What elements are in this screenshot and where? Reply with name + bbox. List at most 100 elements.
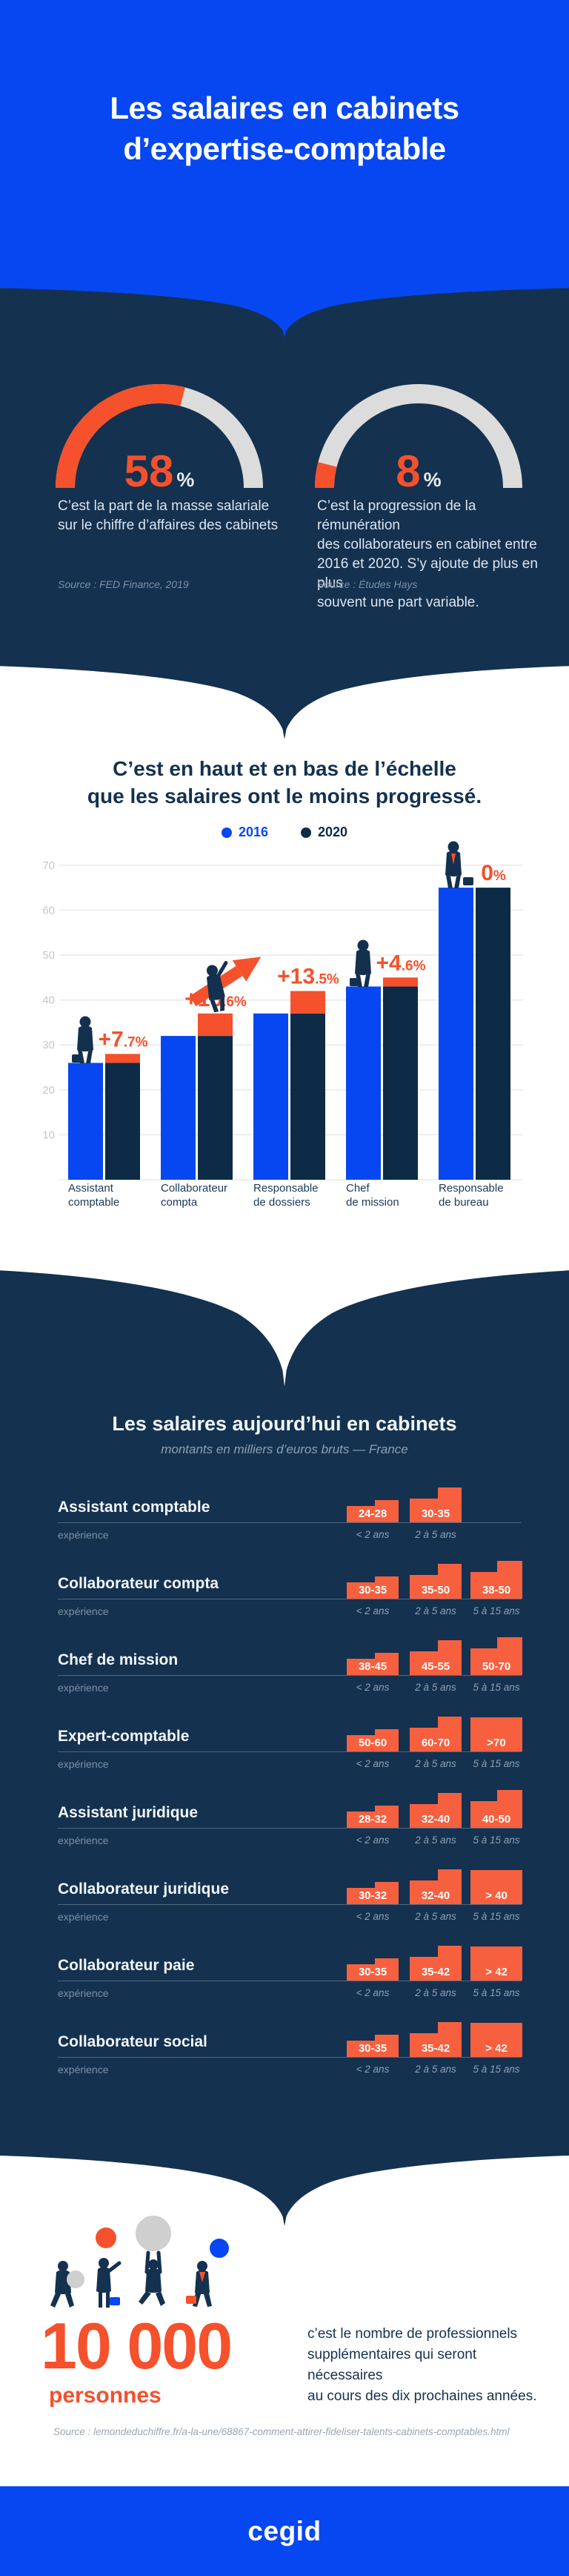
job-title: Collaborateur social	[58, 2033, 207, 2050]
experience-bracket-label: 2 à 5 ans	[415, 1758, 456, 1769]
legend-dot-2016	[221, 827, 232, 838]
salary-range-value: 35-42	[421, 1966, 450, 1978]
badge-step	[438, 1869, 462, 1880]
badge-step	[375, 1576, 399, 1582]
orange-tie	[199, 2272, 205, 2282]
experience-bracket-label: < 2 ans	[356, 1834, 390, 1846]
salary-range-badge: 32-40	[410, 1793, 462, 1828]
experience-bracket-label: 2 à 5 ans	[415, 1682, 456, 1693]
experience-bracket-label: 5 à 15 ans	[473, 1911, 520, 1922]
experience-bracket-label: 5 à 15 ans	[473, 1834, 520, 1846]
growth-label: +4.6%	[376, 951, 426, 975]
x-category-label: Chef de mission	[346, 1182, 399, 1209]
experience-bracket-label: 2 à 5 ans	[415, 1605, 456, 1616]
salary-range-badge: 30-35	[347, 2035, 399, 2057]
salary-range-value: 30-35	[421, 1507, 450, 1520]
y-tick-label: 70	[42, 859, 55, 872]
experience-bracket-label: 2 à 5 ans	[415, 1834, 456, 1846]
experience-bracket-label: 2 à 5 ans	[415, 1911, 456, 1922]
bar-2020-growth-cap	[383, 977, 418, 987]
source-note: Source : lemondeduchiffre.fr/a-la-une/68…	[53, 2426, 510, 2437]
experience-bracket-label: < 2 ans	[356, 1911, 390, 1922]
experience-bracket-label: 5 à 15 ans	[473, 2064, 520, 2075]
badge-step	[497, 1790, 522, 1801]
salary-range-badge: 30-32	[347, 1882, 399, 1904]
salary-range-value: 32-40	[421, 1889, 450, 1902]
salary-range-value: 30-35	[358, 1584, 387, 1596]
salary-range-value: > 42	[485, 2042, 508, 2055]
section-transition-curve	[0, 285, 569, 337]
job-title: Collaborateur juridique	[58, 1880, 230, 1898]
experience-bracket-label: 5 à 15 ans	[473, 1682, 520, 1693]
salary-table-row: Collaborateur paie expérience 30-35 < 2 ans…	[0, 1945, 569, 2021]
salary-range-value: 32-40	[421, 1813, 450, 1826]
row-divider	[58, 1904, 522, 1905]
salary-range-value: 24-28	[358, 1507, 387, 1520]
big-number: 10 000	[41, 2309, 233, 2382]
gauge-caption: C’est la part de la masse salariale sur …	[58, 498, 279, 533]
bar-2020	[290, 1013, 325, 1180]
salary-table-row: Assistant juridique expérience 28-32 < 2 an…	[0, 1790, 569, 1869]
experience-label: expérience	[58, 1987, 109, 1999]
badge-step	[438, 1946, 462, 1957]
x-category-label: Collaborateur compta	[161, 1182, 227, 1209]
bar-2020	[383, 986, 418, 1180]
salary-range-value: 35-50	[421, 1584, 450, 1596]
salary-range-badge: 38-50	[470, 1561, 522, 1599]
experience-bracket-label: < 2 ans	[356, 1758, 390, 1769]
salary-range-badge: 30-35	[347, 1958, 399, 1981]
gauge-salary-share: 58%	[48, 377, 270, 499]
salary-range-badge: 35-50	[410, 1564, 462, 1599]
salary-range-badge: 60-70	[410, 1717, 462, 1751]
source-note: Source : FED Finance, 2019	[58, 578, 189, 590]
badge-step	[497, 1561, 522, 1572]
cegid-logo: cegid	[247, 2515, 322, 2546]
salary-range-badge: 38-45	[347, 1653, 399, 1675]
bar-2020	[198, 1036, 233, 1180]
gauge-value: 8%	[396, 446, 441, 495]
hiring-needs-section: 10 000 personnes c’est le nombre de prof…	[0, 2152, 569, 2486]
badge-step	[375, 1882, 399, 1888]
section-transition-curve	[0, 1264, 569, 1387]
speech-bubble-gray-small	[67, 2270, 84, 2288]
experience-bracket-label: < 2 ans	[356, 1529, 390, 1540]
salary-table-row: Assistant comptable expérience 24-28 < 2 an…	[0, 1487, 569, 1563]
current-salaries-section: Les salaires aujourd’hui en cabinets mon…	[0, 1264, 569, 2152]
row-divider	[58, 1828, 522, 1829]
salary-range-value: 38-50	[482, 1584, 511, 1596]
job-title: Collaborateur paie	[58, 1957, 195, 1974]
growth-label: +13.5%	[277, 964, 339, 988]
growth-label: +7.7%	[99, 1027, 148, 1051]
x-category-label: Assistant comptable	[68, 1182, 119, 1209]
badge-step	[375, 1806, 399, 1812]
job-title: Chef de mission	[58, 1651, 179, 1668]
legend-label: 2016	[238, 825, 268, 839]
salary-range-value: 45-55	[421, 1660, 450, 1673]
experience-label: expérience	[58, 2064, 109, 2075]
briefcase-orange	[186, 2296, 196, 2304]
salary-range-value: 60-70	[421, 1737, 450, 1749]
salary-range-value: > 40	[485, 1889, 508, 1902]
big-number-label: personnes	[49, 2383, 162, 2408]
experience-bracket-label: 2 à 5 ans	[415, 1529, 456, 1540]
job-title: Assistant juridique	[58, 1804, 199, 1821]
jumping-person	[203, 960, 228, 1013]
badge-step	[438, 1487, 462, 1499]
salary-range-badge: 35-42	[410, 1946, 462, 1981]
badge-step	[375, 2035, 399, 2041]
badge-step	[438, 1564, 462, 1575]
y-tick-label: 40	[42, 994, 55, 1007]
salary-range-value: >70	[487, 1737, 506, 1749]
salary-range-badge: 30-35	[347, 1576, 399, 1599]
experience-bracket-label: 5 à 15 ans	[473, 1758, 520, 1769]
page-title: Les salaires en cabinets d’expertise-comp…	[110, 90, 459, 166]
salary-range-value: 40-50	[482, 1813, 511, 1826]
salary-range-value: 50-60	[358, 1737, 387, 1749]
growth-label: 0%	[481, 861, 506, 885]
section-transition-curve	[0, 2152, 569, 2226]
bar-2020-growth-cap	[290, 991, 325, 1014]
experience-bracket-label: 2 à 5 ans	[415, 1987, 456, 1998]
badge-step	[438, 1717, 462, 1728]
salary-range-badge: > 42	[470, 2023, 522, 2057]
gauge-pay-progression: 8%	[307, 377, 530, 499]
